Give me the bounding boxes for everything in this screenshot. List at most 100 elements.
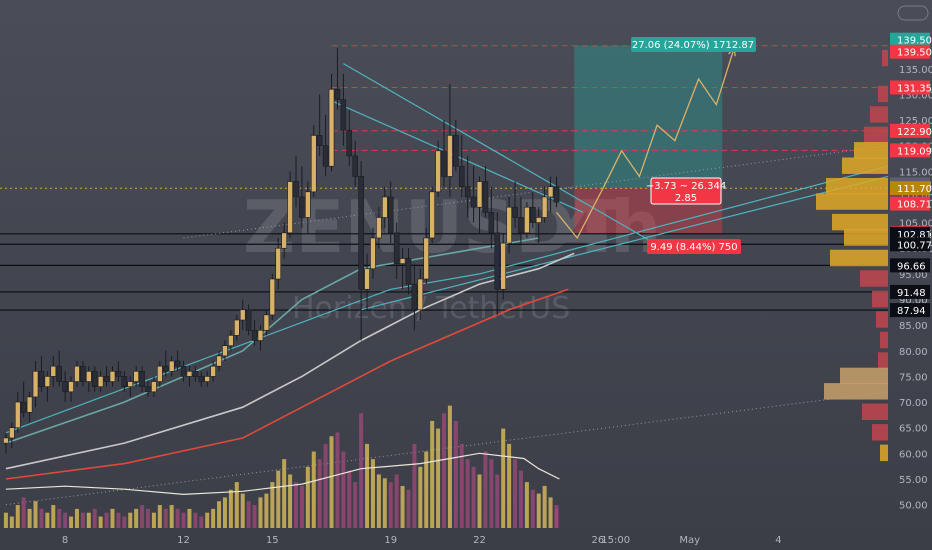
corner-badge[interactable] <box>897 5 929 21</box>
candle-body-18 <box>109 370 116 382</box>
price-tick-85: 85.00 <box>899 321 928 332</box>
candle-body-32 <box>192 370 199 377</box>
volume-profile-bar-11 <box>860 270 888 287</box>
candle-body-75 <box>447 135 453 177</box>
trend-line-2 <box>5 165 889 434</box>
candle-body-44 <box>263 314 270 331</box>
price-tick-95: 95.00 <box>899 270 928 281</box>
volume-bar-49 <box>294 482 298 528</box>
volume-bar-48 <box>288 474 293 528</box>
horizontal-lines[interactable] <box>0 45 888 311</box>
volume-bar-35 <box>211 508 216 528</box>
candle-body-38 <box>228 335 234 346</box>
candle-body-11 <box>68 381 74 393</box>
candle-body-69 <box>411 283 418 311</box>
volume-bar-64 <box>382 478 387 528</box>
volume-bar-71 <box>424 451 429 528</box>
volume-bar-41 <box>246 501 251 528</box>
time-tick-0: 8 <box>62 535 68 546</box>
candle-body-64 <box>381 196 388 218</box>
candle-body-68 <box>405 258 412 285</box>
time-tick-5: 26 <box>592 535 605 546</box>
price-tag-text-1: 139.50 <box>897 48 932 59</box>
volume-bar-84 <box>501 428 506 528</box>
volume-bar-33 <box>199 516 204 528</box>
volume-profile <box>816 49 888 462</box>
price-tag-box-12 <box>890 284 930 299</box>
price-axis[interactable]: 50.00 55.00 60.00 65.00 70.00 75.00 80.00 85.00… <box>890 32 932 512</box>
candle-body-6 <box>38 370 45 387</box>
volume-bar-4 <box>27 508 32 528</box>
candle-body-83 <box>494 232 501 290</box>
volume-profile-bar-6 <box>826 177 888 195</box>
candle-body-74 <box>441 150 447 177</box>
volume-bar-22 <box>134 508 139 528</box>
position-tools[interactable] <box>574 45 723 234</box>
candle-body-23 <box>139 370 145 387</box>
corner-badge-box <box>897 5 929 21</box>
volume-bar-14 <box>86 512 91 528</box>
price-tag-text-0: 139.50 <box>897 36 932 47</box>
long-position-label[interactable]: 27.06 (24.07%) 1712.87 <box>631 37 756 52</box>
volume-bar-66 <box>394 474 399 528</box>
volume-bar-77 <box>459 443 464 528</box>
candle-body-3 <box>20 401 27 413</box>
volume-bar-1 <box>9 516 14 528</box>
volume-bar-2 <box>15 505 20 528</box>
candle-body-39 <box>234 319 240 336</box>
price-tick-115: 115.00 <box>899 167 932 178</box>
trend-line-0 <box>343 63 664 249</box>
volume-bar-6 <box>39 508 44 528</box>
price-tag-text-9: 102.81 <box>897 230 932 241</box>
candle-body-91 <box>541 196 548 218</box>
price-tag-box-2 <box>890 80 930 95</box>
candle-body-1 <box>9 427 15 439</box>
short-position-label[interactable]: 9.49 (8.44%) 750 <box>647 239 741 254</box>
price-tag-box-13 <box>890 303 930 318</box>
volume-bar-54 <box>323 443 328 528</box>
volume-profile-bar-12 <box>872 290 888 308</box>
volume-bar-42 <box>252 505 257 528</box>
candle-body-25 <box>151 381 157 393</box>
candle-body-30 <box>180 365 187 377</box>
candle-body-28 <box>168 360 175 372</box>
trend-line-3 <box>360 175 889 311</box>
candle-body-54 <box>322 145 329 167</box>
candle-body-2 <box>14 401 21 429</box>
volume-bar-51 <box>305 466 310 528</box>
volume-bar-37 <box>222 497 227 528</box>
price-tick-55: 55.00 <box>899 475 928 486</box>
price-tag-box-11 <box>890 258 930 273</box>
volume-bars <box>3 405 559 528</box>
volume-bar-56 <box>335 432 340 528</box>
projection-line <box>555 48 735 240</box>
volume-ma <box>5 452 560 496</box>
volume-bar-72 <box>430 420 435 528</box>
candle-body-29 <box>174 360 181 367</box>
volume-bar-43 <box>258 497 263 528</box>
volume-bar-8 <box>51 505 56 528</box>
candle-body-77 <box>458 165 465 188</box>
candle-body-41 <box>245 309 252 331</box>
range-measure-box[interactable]: −3.73 ~ 26.344 2.85 <box>646 177 726 205</box>
price-tick-75: 75.00 <box>899 372 928 383</box>
candle-body-8 <box>50 365 57 377</box>
volume-bar-13 <box>80 512 85 528</box>
volume-bar-79 <box>471 466 476 528</box>
volume-bar-16 <box>98 516 103 528</box>
candle-body-50 <box>299 196 305 218</box>
volume-bar-68 <box>406 489 411 528</box>
volume-profile-bar-16 <box>840 367 888 385</box>
volume-profile-bar-7 <box>816 193 888 210</box>
volume-bar-17 <box>104 512 109 528</box>
volume-bar-67 <box>400 485 405 528</box>
volume-bar-76 <box>453 420 458 528</box>
volume-bar-28 <box>169 505 174 528</box>
volume-profile-bar-9 <box>844 229 888 246</box>
candle-body-17 <box>103 376 110 382</box>
volume-bar-70 <box>418 466 423 528</box>
volume-bar-52 <box>311 451 316 528</box>
